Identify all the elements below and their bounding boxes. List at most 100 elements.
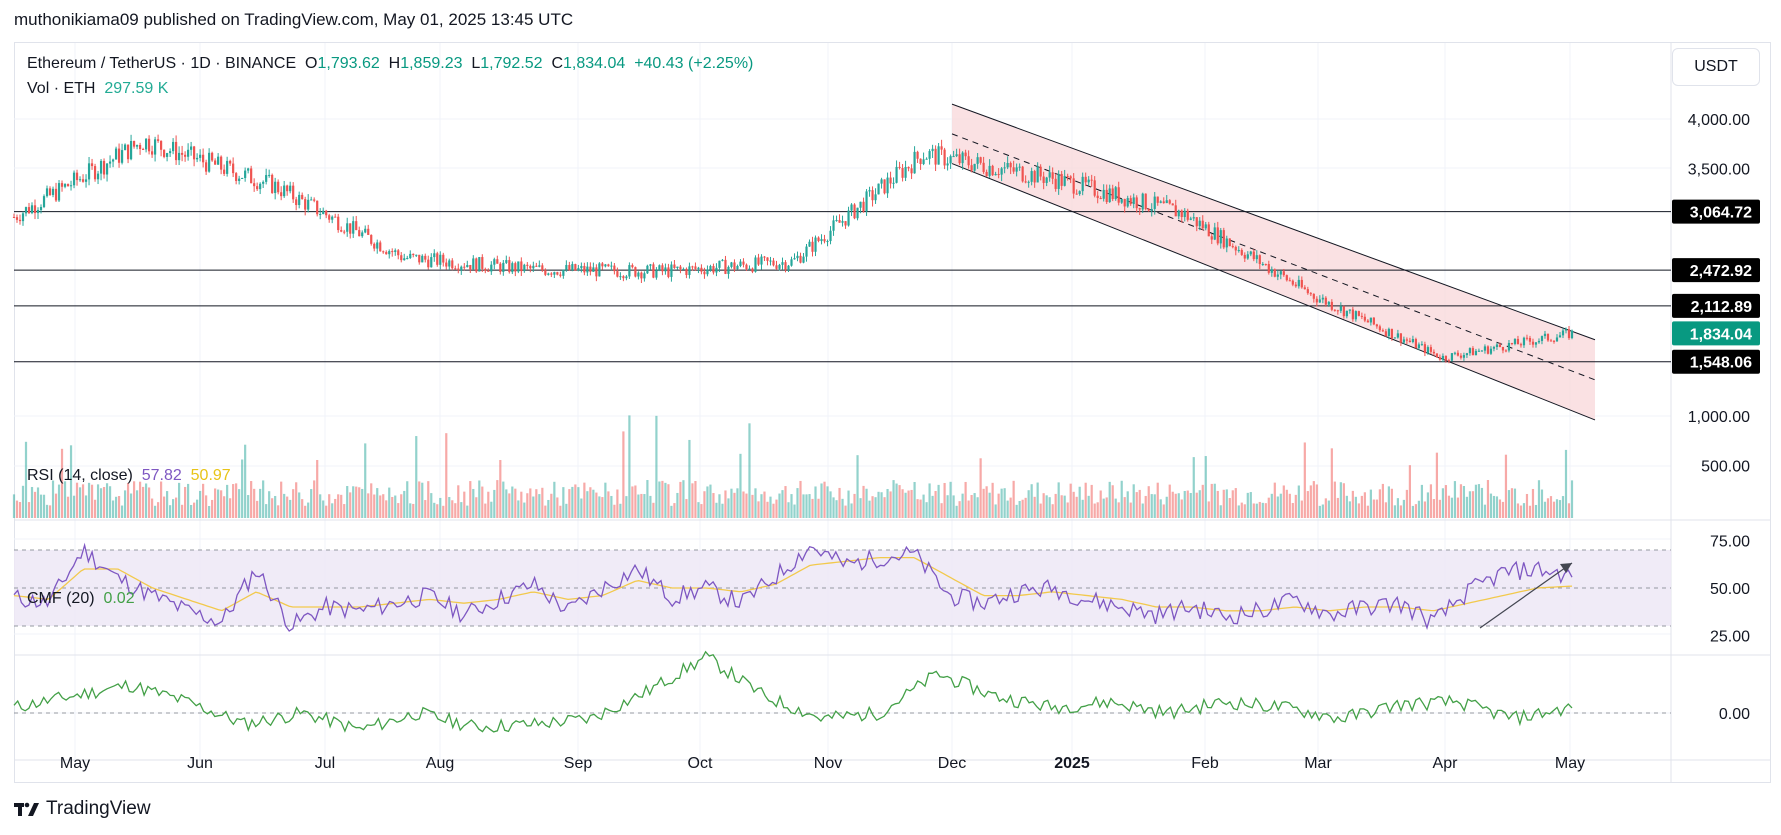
candle-body xyxy=(1411,339,1414,343)
volume-bar xyxy=(138,481,142,518)
candle-body xyxy=(274,181,277,194)
candle-body xyxy=(244,170,247,178)
currency-unit-button[interactable]: USDT xyxy=(1672,48,1760,86)
volume-bar xyxy=(238,489,241,518)
volume-bar xyxy=(1501,501,1505,518)
price-candles xyxy=(12,134,1574,364)
volume-bar xyxy=(57,484,61,518)
volume-bar xyxy=(18,502,22,518)
rsi-trend-arrowhead xyxy=(1560,563,1572,573)
rsi-label[interactable]: RSI (14, close) xyxy=(27,467,133,484)
volume-bar xyxy=(1300,500,1303,518)
volume-bar xyxy=(1114,498,1117,518)
candle-body xyxy=(1198,220,1201,227)
candle-body xyxy=(724,259,727,274)
candle-body xyxy=(1222,230,1225,248)
volume-bar xyxy=(622,431,625,518)
candle-body xyxy=(1141,193,1144,210)
candle-body xyxy=(562,269,565,276)
volume-bar xyxy=(388,487,391,518)
candle-body xyxy=(1279,271,1282,275)
volume-bar xyxy=(946,495,949,518)
volume-bar xyxy=(568,489,571,518)
volume-bar xyxy=(1123,497,1126,518)
candle-body xyxy=(325,210,328,216)
volume-bar xyxy=(1225,489,1228,518)
candle-body xyxy=(1144,193,1147,210)
volume-bar xyxy=(1150,494,1153,518)
volume-label[interactable]: Vol · ETH xyxy=(27,80,96,97)
candle-body xyxy=(703,271,706,275)
candle-body xyxy=(364,228,367,233)
candle-body xyxy=(105,163,109,175)
volume-bar xyxy=(796,488,799,518)
candle-body xyxy=(1366,320,1369,323)
current-price-tag-bg xyxy=(1672,321,1760,346)
candle-body xyxy=(661,265,664,272)
candle-body xyxy=(1276,274,1279,277)
candle-body xyxy=(1384,331,1387,337)
candle-body xyxy=(165,153,169,157)
candle-body xyxy=(66,184,70,187)
volume-bar xyxy=(1111,485,1114,518)
candle-body xyxy=(1048,172,1051,178)
candle-body xyxy=(1504,350,1508,352)
candle-body xyxy=(349,223,352,234)
volume-bar xyxy=(1468,491,1472,518)
volume-bar xyxy=(745,493,748,518)
volume-bar xyxy=(268,491,271,518)
candle-body xyxy=(90,163,94,167)
candle-body xyxy=(466,265,469,268)
candle-body xyxy=(1360,315,1363,317)
candle-body xyxy=(223,169,226,174)
volume-bar xyxy=(1429,484,1433,518)
volume-bar xyxy=(1258,501,1261,518)
ohlc-legend: Ethereum / TetherUS · 1D · BINANCE O1,79… xyxy=(27,55,753,73)
volume-bar xyxy=(886,488,889,518)
candle-body xyxy=(202,154,205,163)
cmf-line xyxy=(13,650,1573,733)
volume-bar xyxy=(1459,484,1463,518)
volume-bar xyxy=(1162,504,1165,518)
candle-body xyxy=(1402,339,1405,343)
candle-body xyxy=(847,210,850,226)
candle-body xyxy=(901,168,904,178)
candle-body xyxy=(1135,197,1138,209)
volume-bar xyxy=(727,498,730,518)
volume-bar xyxy=(625,496,628,518)
candle-body xyxy=(1417,344,1421,349)
volume-bar xyxy=(439,497,442,518)
candle-body xyxy=(430,257,433,268)
volume-bar xyxy=(973,493,976,518)
candle-body xyxy=(283,185,286,197)
volume-bar xyxy=(340,494,343,518)
volume-bar xyxy=(739,453,742,518)
volume-bar xyxy=(1153,494,1156,518)
candle-body xyxy=(538,265,541,267)
volume-bar xyxy=(1411,505,1414,518)
level-tag: 2,472.92 xyxy=(1672,258,1760,283)
candle-body xyxy=(123,144,127,151)
candle-body xyxy=(391,251,394,253)
candle-body xyxy=(820,239,823,242)
volume-bar xyxy=(1519,505,1523,518)
channel-lower-line xyxy=(951,163,1596,421)
candle-body xyxy=(361,232,364,237)
candle-body xyxy=(697,267,700,269)
candle-body xyxy=(1105,189,1108,203)
volume-bar xyxy=(235,483,238,518)
volume-bar xyxy=(1366,505,1369,518)
volume-bar xyxy=(850,503,853,518)
volume-bar xyxy=(1414,504,1417,518)
candle-body xyxy=(826,241,829,243)
candle-body xyxy=(1063,176,1066,186)
cmf-label[interactable]: CMF (20) xyxy=(27,590,95,607)
price-axis: 4,000.00 3,500.00 1,000.00 500.00 xyxy=(1688,112,1750,476)
candle-body xyxy=(790,259,793,266)
symbol-title[interactable]: Ethereum / TetherUS · 1D · BINANCE xyxy=(27,55,297,72)
volume-bar xyxy=(466,505,469,518)
candle-body xyxy=(841,221,844,223)
candle-body xyxy=(129,140,133,160)
tradingview-brand[interactable]: TradingView xyxy=(14,798,151,820)
